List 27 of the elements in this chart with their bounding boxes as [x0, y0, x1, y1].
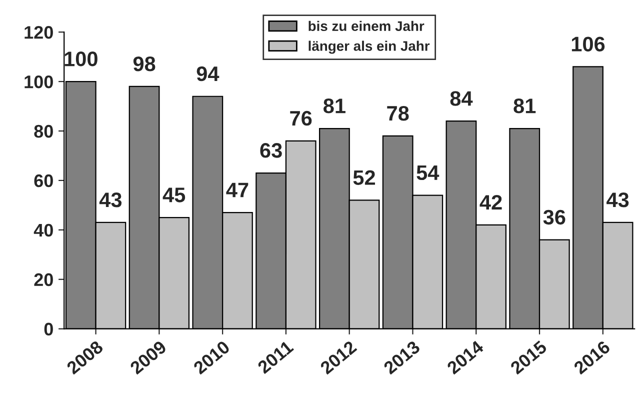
data-label: 63	[260, 143, 282, 158]
data-label: 94	[196, 66, 220, 82]
y-tick-label: 40	[34, 224, 53, 237]
y-tick-label: 80	[34, 124, 53, 138]
data-label: 76	[290, 110, 312, 126]
data-label: 43	[606, 192, 629, 208]
y-tick-label: 120	[24, 26, 53, 39]
data-label: 54	[416, 166, 440, 180]
data-label: 106	[572, 36, 605, 52]
data-label: 42	[480, 194, 502, 210]
data-label: 78	[387, 106, 409, 121]
legend-label: bis zu einem Jahr	[308, 20, 424, 32]
data-label: 84	[450, 91, 473, 106]
data-label: 36	[543, 210, 566, 225]
y-tick-label: 100	[24, 75, 53, 88]
data-label: 47	[226, 182, 248, 198]
data-label: 43	[99, 192, 122, 208]
data-label: 100	[64, 52, 98, 66]
data-label: 52	[353, 170, 375, 186]
y-tick-label: 60	[34, 174, 53, 188]
y-tick-label: 20	[34, 273, 53, 286]
y-tick-label: 0	[44, 322, 53, 336]
legend-label: länger als ein Jahr	[308, 40, 430, 54]
data-label: 81	[514, 98, 536, 114]
data-label: 45	[162, 188, 186, 202]
data-label: 98	[133, 56, 156, 72]
data-label: 81	[324, 98, 346, 114]
